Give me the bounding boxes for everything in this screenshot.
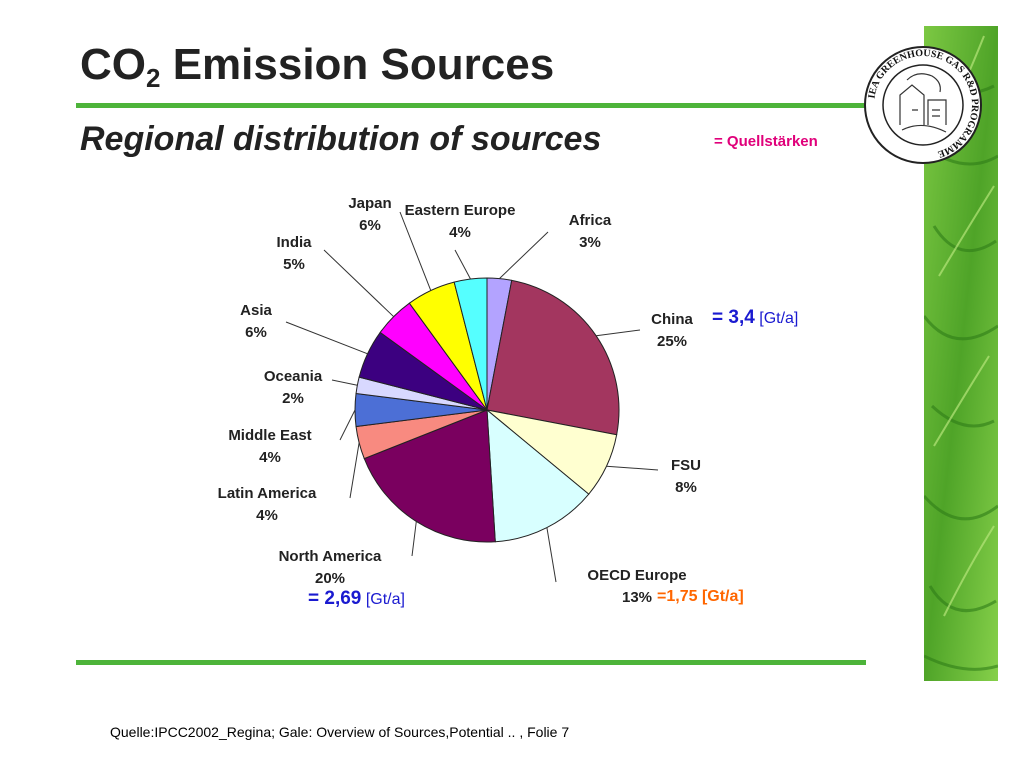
- leader-line-asia: [285, 321, 368, 355]
- pie-slice-north-america: [363, 409, 496, 543]
- top-divider: [76, 103, 866, 108]
- slice-pct-africa: 3%: [579, 234, 601, 251]
- iea-ghg-logo: IEA GREENHOUSE GAS R&D PROGRAMME: [864, 46, 982, 164]
- slice-pct-fsu: 8%: [675, 479, 697, 496]
- leader-line-japan: [399, 211, 432, 291]
- leader-line-oceania: [331, 379, 358, 386]
- bottom-divider: [76, 660, 866, 665]
- slice-pct-middle-east: 4%: [259, 449, 281, 466]
- leader-line-middle-east: [339, 409, 356, 441]
- title-subscript: 2: [146, 63, 161, 93]
- title-rest: Emission Sources: [160, 40, 555, 89]
- slice-label-north-america: North America: [279, 548, 382, 565]
- oecd-europe-annotation-value: =1,75: [657, 588, 698, 605]
- source-footer: Quelle:IPCC2002_Regina; Gale: Overview o…: [110, 724, 570, 740]
- slide-title: CO2 Emission Sources: [80, 40, 554, 94]
- leader-line-eastern-europe: [454, 249, 471, 280]
- leader-line-china: [596, 329, 641, 337]
- north-america-annotation-unit: [Gt/a]: [365, 591, 405, 608]
- slice-label-japan: Japan: [348, 195, 391, 212]
- china-annotation: = 3,4 [Gt/a]: [712, 307, 798, 329]
- slice-pct-latin-america: 4%: [256, 507, 278, 524]
- slice-label-fsu: FSU: [671, 457, 701, 474]
- pie-slice-eastern-europe: [453, 277, 488, 411]
- china-annotation-value: = 3,4: [712, 307, 755, 328]
- slice-pct-oceania: 2%: [282, 390, 304, 407]
- quellstaerken-label: = Quellstärken: [714, 133, 818, 150]
- slice-pct-india: 5%: [283, 256, 305, 273]
- slice-label-china: China: [651, 311, 693, 328]
- slice-label-latin-america: Latin America: [218, 485, 317, 502]
- leader-line-africa: [499, 231, 549, 279]
- slide-subtitle: Regional distribution of sources: [80, 120, 602, 158]
- oecd-europe-annotation-unit: [Gt/a]: [701, 588, 744, 605]
- china-annotation-unit: [Gt/a]: [759, 310, 799, 327]
- slice-label-eastern-europe: Eastern Europe: [405, 202, 516, 219]
- slice-pct-eastern-europe: 4%: [449, 224, 471, 241]
- slice-label-africa: Africa: [569, 212, 612, 229]
- leader-line-north-america: [411, 521, 417, 557]
- slice-pct-north-america: 20%: [315, 570, 345, 587]
- slice-pct-japan: 6%: [359, 217, 381, 234]
- slice-label-oecd-europe: OECD Europe: [587, 567, 686, 584]
- slice-label-oceania: Oceania: [264, 368, 323, 385]
- oecd-europe-annotation: =1,75 [Gt/a]: [657, 588, 744, 606]
- slice-pct-oecd-europe: 13%: [622, 589, 652, 606]
- slice-label-asia: Asia: [240, 302, 272, 319]
- leader-line-oecd-europe: [546, 527, 557, 583]
- pie-slice-china: [486, 279, 620, 436]
- slice-label-india: India: [276, 234, 312, 251]
- leader-line-latin-america: [349, 442, 360, 499]
- slice-label-middle-east: Middle East: [228, 427, 311, 444]
- slice-pct-asia: 6%: [245, 324, 267, 341]
- slice-pct-china: 25%: [657, 333, 687, 350]
- leader-line-fsu: [606, 465, 659, 471]
- title-co: CO: [80, 40, 146, 89]
- north-america-annotation-value: = 2,69: [308, 588, 362, 609]
- north-america-annotation: = 2,69 [Gt/a]: [308, 588, 405, 610]
- leader-line-india: [323, 249, 395, 318]
